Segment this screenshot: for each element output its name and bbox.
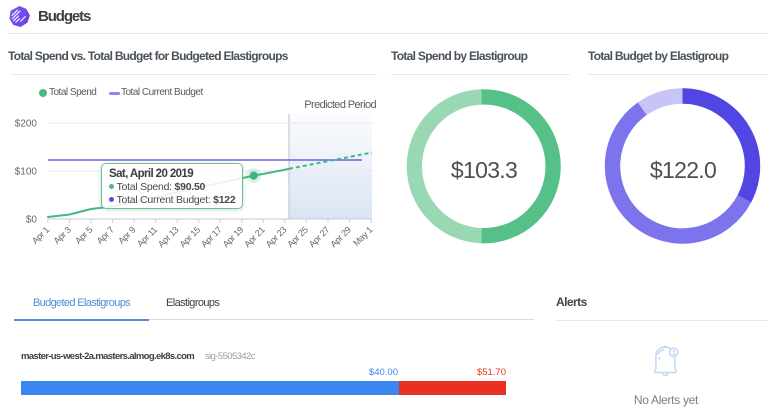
svg-text:Apr 5: Apr 5	[73, 225, 94, 246]
svg-text:Apr 29: Apr 29	[328, 225, 353, 250]
svg-text:Apr 21: Apr 21	[242, 225, 267, 250]
svg-text:Apr 25: Apr 25	[285, 225, 310, 250]
svg-text:$0: $0	[26, 215, 38, 226]
svg-text:Apr 3: Apr 3	[52, 225, 73, 246]
svg-text:May 1: May 1	[351, 225, 375, 249]
svg-text:Apr 1: Apr 1	[30, 225, 51, 246]
svg-text:$100: $100	[15, 167, 38, 178]
svg-text:Apr 9: Apr 9	[116, 225, 137, 246]
svg-text:Apr 17: Apr 17	[199, 225, 224, 250]
svg-text:Apr 15: Apr 15	[178, 225, 203, 250]
svg-text:$200: $200	[15, 119, 38, 130]
svg-text:Apr 11: Apr 11	[135, 225, 159, 249]
svg-text:Apr 7: Apr 7	[95, 225, 116, 246]
svg-text:Apr 27: Apr 27	[307, 225, 332, 250]
svg-text:1: 1	[672, 350, 676, 357]
svg-text:Apr 19: Apr 19	[221, 225, 246, 250]
svg-text:Apr 13: Apr 13	[156, 225, 181, 250]
svg-text:Apr 23: Apr 23	[264, 225, 289, 250]
